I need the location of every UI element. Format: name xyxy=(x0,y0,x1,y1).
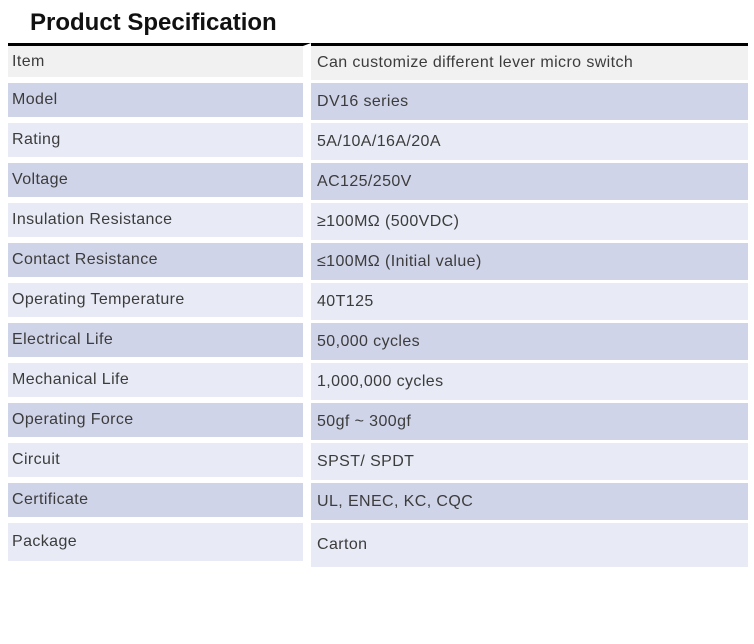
table-row: Model DV16 series xyxy=(8,83,748,123)
table-row: Voltage AC125/250V xyxy=(8,163,748,203)
spec-value-insulation-resistance: ≥100MΩ (500VDC) xyxy=(311,203,748,243)
spec-label-package: Package xyxy=(8,523,311,567)
table-row: Item Can customize different lever micro… xyxy=(8,43,748,83)
spec-label-item: Item xyxy=(8,43,311,83)
table-row: Rating 5A/10A/16A/20A xyxy=(8,123,748,163)
spec-value-circuit: SPST/ SPDT xyxy=(311,443,748,483)
table-row: Insulation Resistance ≥100MΩ (500VDC) xyxy=(8,203,748,243)
table-row: Package Carton xyxy=(8,523,748,567)
spec-label-rating: Rating xyxy=(8,123,311,163)
spec-label-voltage: Voltage xyxy=(8,163,311,203)
spec-value-electrical-life: 50,000 cycles xyxy=(311,323,748,363)
table-row: Mechanical Life 1,000,000 cycles xyxy=(8,363,748,403)
page-title: Product Specification xyxy=(30,9,277,36)
spec-label-mechanical-life: Mechanical Life xyxy=(8,363,311,403)
spec-label-circuit: Circuit xyxy=(8,443,311,483)
spec-value-certificate: UL, ENEC, KC, CQC xyxy=(311,483,748,523)
table-row: Electrical Life 50,000 cycles xyxy=(8,323,748,363)
spec-label-model: Model xyxy=(8,83,311,123)
spec-value-mechanical-life: 1,000,000 cycles xyxy=(311,363,748,403)
spec-value-contact-resistance: ≤100MΩ (Initial value) xyxy=(311,243,748,283)
spec-label-electrical-life: Electrical Life xyxy=(8,323,311,363)
table-row: Contact Resistance ≤100MΩ (Initial value… xyxy=(8,243,748,283)
table-row: Operating Force 50gf ~ 300gf xyxy=(8,403,748,443)
spec-value-operating-temperature: 40T125 xyxy=(311,283,748,323)
spec-label-operating-temperature: Operating Temperature xyxy=(8,283,311,323)
table-row: Certificate UL, ENEC, KC, CQC xyxy=(8,483,748,523)
spec-value-operating-force: 50gf ~ 300gf xyxy=(311,403,748,443)
spec-label-insulation-resistance: Insulation Resistance xyxy=(8,203,311,243)
table-row: Operating Temperature 40T125 xyxy=(8,283,748,323)
spec-value-package: Carton xyxy=(311,523,748,567)
spec-value-item: Can customize different lever micro swit… xyxy=(311,43,748,83)
spec-value-voltage: AC125/250V xyxy=(311,163,748,203)
spec-label-operating-force: Operating Force xyxy=(8,403,311,443)
product-spec-table: Item Can customize different lever micro… xyxy=(8,43,748,567)
spec-value-model: DV16 series xyxy=(311,83,748,123)
spec-label-certificate: Certificate xyxy=(8,483,311,523)
table-row: Circuit SPST/ SPDT xyxy=(8,443,748,483)
spec-value-rating: 5A/10A/16A/20A xyxy=(311,123,748,163)
spec-label-contact-resistance: Contact Resistance xyxy=(8,243,311,283)
